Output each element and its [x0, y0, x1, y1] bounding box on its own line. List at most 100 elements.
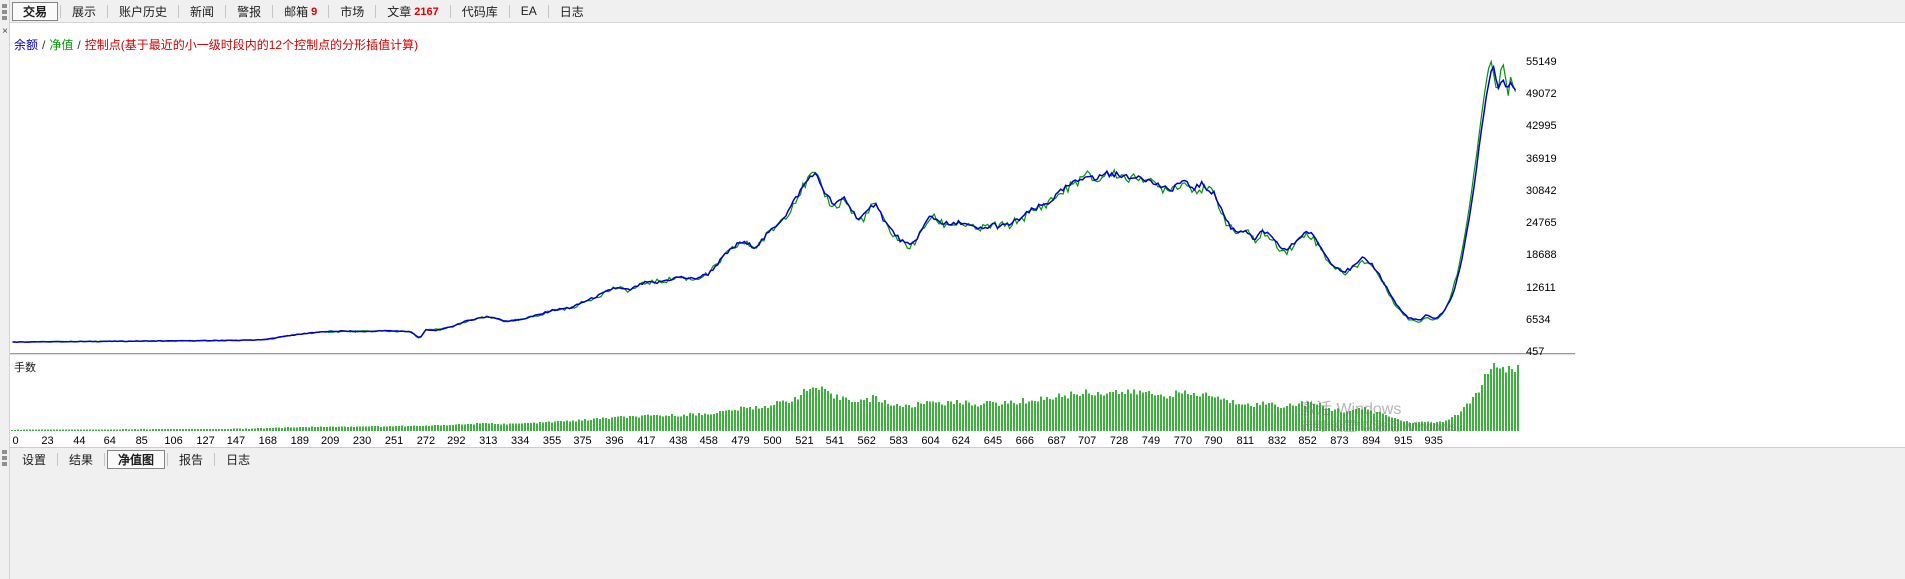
x-axis-label: 500 — [763, 435, 782, 447]
tester-tab-results-label: 结果 — [69, 452, 94, 467]
x-axis-label: 230 — [352, 435, 372, 447]
terminal-tab-articles-badge: 2167 — [414, 6, 439, 18]
terminal-tab-ea-label: EA — [520, 4, 537, 18]
panel-edge-strip: × — [0, 0, 10, 579]
terminal-tab-mailbox[interactable]: 邮箱 9 — [275, 2, 326, 21]
y-axis-label: 42995 — [1526, 120, 1557, 133]
terminal-tab-separator — [328, 4, 330, 18]
x-axis-label: 64 — [103, 435, 116, 447]
terminal-tab-articles-label: 文章 — [387, 4, 412, 19]
terminal-tab-market[interactable]: 市场 — [331, 2, 373, 21]
tester-tab-results[interactable]: 结果 — [60, 450, 102, 469]
legend-separator-2: / — [77, 38, 81, 52]
terminal-tab-bar: 交易 展示 账户历史 新闻 警报 邮箱 9 市场 文章 2167 代码库 EA 日志 — [0, 0, 1905, 23]
x-axis-label: 707 — [1077, 435, 1097, 447]
balance-line — [12, 64, 1517, 343]
x-axis-label: 85 — [135, 435, 148, 447]
y-axis-label: 36919 — [1526, 152, 1557, 165]
x-axis-label: 728 — [1109, 435, 1129, 447]
x-axis-label: 417 — [637, 435, 656, 447]
terminal-tab-codebase[interactable]: 代码库 — [453, 2, 507, 21]
terminal-tab-separator — [375, 4, 377, 18]
x-axis-label: 127 — [196, 435, 215, 447]
terminal-tab-separator — [449, 4, 451, 18]
x-axis-label: 313 — [479, 435, 498, 447]
terminal-tab-mailbox-badge: 9 — [311, 6, 318, 18]
tester-tab-settings-label: 设置 — [22, 452, 47, 467]
windows-activation-watermark-line2: 转到“设置”以激活 Windows。 — [1300, 419, 1470, 434]
y-axis-label: 6534 — [1526, 313, 1551, 326]
x-axis-label: 292 — [447, 435, 466, 447]
y-axis-label: 12611 — [1526, 281, 1556, 294]
tester-tab-graph[interactable]: 净值图 — [107, 449, 166, 469]
x-axis-label: 873 — [1330, 435, 1349, 447]
terminal-tab-news[interactable]: 新闻 — [181, 2, 223, 21]
tester-tab-report-label: 报告 — [179, 452, 204, 467]
x-axis-label: 438 — [669, 435, 688, 447]
terminal-tab-market-label: 市场 — [340, 4, 365, 19]
x-axis-label: 375 — [573, 435, 592, 447]
terminal-tab-alerts[interactable]: 警报 — [228, 2, 270, 21]
x-axis-label: 251 — [384, 435, 404, 447]
terminal-tab-codebase-label: 代码库 — [461, 4, 498, 19]
chart-legend: 余额 / 净值 / 控制点(基于最近的小一级时段内的12个控制点的分形插值计算) — [14, 36, 418, 53]
x-axis-label: 458 — [699, 435, 718, 447]
x-axis-label: 541 — [825, 435, 844, 447]
equity-chart-svg — [10, 59, 1575, 431]
tester-tab-bar: 设置 结果 净值图 报告 日志 — [0, 447, 1905, 470]
terminal-tab-separator — [508, 4, 510, 18]
terminal-tab-separator — [272, 4, 274, 18]
panel-separator — [10, 353, 1575, 355]
x-axis-label: 521 — [795, 435, 814, 447]
terminal-tab-exposure[interactable]: 展示 — [63, 2, 105, 21]
x-axis-label: 770 — [1173, 435, 1193, 447]
terminal-tab-trade[interactable]: 交易 — [12, 1, 59, 21]
x-axis-label: 355 — [542, 435, 562, 447]
tester-tab-journal-label: 日志 — [226, 452, 251, 467]
tester-tab-separator — [57, 452, 59, 466]
x-axis-label: 0 — [12, 435, 19, 447]
tester-tab-report[interactable]: 报告 — [170, 450, 212, 469]
terminal-tab-account-history-label: 账户历史 — [119, 4, 168, 19]
x-axis-label: 272 — [416, 435, 436, 447]
x-axis-label: 396 — [605, 435, 624, 447]
tester-tab-graph-label: 净值图 — [118, 452, 155, 467]
lots-bars — [11, 362, 1519, 431]
x-axis-label: 645 — [983, 435, 1003, 447]
terminal-tab-alerts-label: 警报 — [237, 4, 262, 19]
legend-balance: 余额 — [14, 38, 39, 52]
x-axis-label: 147 — [226, 435, 246, 447]
x-axis-label: 23 — [41, 435, 54, 447]
x-axis-label: 832 — [1267, 435, 1287, 447]
x-axis-label: 790 — [1204, 435, 1223, 447]
terminal-tab-mailbox-label: 邮箱 — [284, 4, 309, 19]
terminal-tab-journal-label: 日志 — [559, 4, 584, 19]
terminal-tab-separator — [60, 4, 62, 18]
legend-separator-1: / — [42, 38, 46, 52]
x-axis-label: 666 — [1015, 435, 1034, 447]
x-axis-label: 604 — [921, 435, 940, 447]
x-axis-label: 209 — [320, 435, 340, 447]
terminal-tab-articles[interactable]: 文章 2167 — [378, 2, 448, 21]
terminal-tab-journal[interactable]: 日志 — [551, 2, 593, 21]
windows-activation-watermark-line1: 激活 Windows — [1300, 401, 1402, 418]
dock-grip-top — [2, 4, 7, 20]
terminal-tab-ea[interactable]: EA — [512, 2, 546, 21]
tester-tab-settings[interactable]: 设置 — [13, 450, 55, 469]
y-axis-label: 30842 — [1526, 184, 1557, 197]
panel-close-button[interactable]: × — [2, 26, 8, 37]
panel-separator-highlight — [10, 354, 1575, 356]
x-axis-label: 749 — [1141, 435, 1161, 447]
tester-tab-separator — [167, 452, 169, 466]
y-axis-label: 457 — [1526, 346, 1545, 358]
window-background — [0, 470, 1905, 579]
terminal-tab-account-history[interactable]: 账户历史 — [110, 2, 176, 21]
x-axis-label: 915 — [1394, 435, 1413, 447]
tester-tab-journal[interactable]: 日志 — [217, 450, 259, 469]
terminal-tab-separator — [225, 4, 227, 18]
x-axis-label: 168 — [258, 435, 278, 447]
x-axis-label: 852 — [1298, 435, 1317, 447]
x-axis-label: 935 — [1424, 435, 1443, 447]
terminal-tab-news-label: 新闻 — [190, 4, 215, 19]
